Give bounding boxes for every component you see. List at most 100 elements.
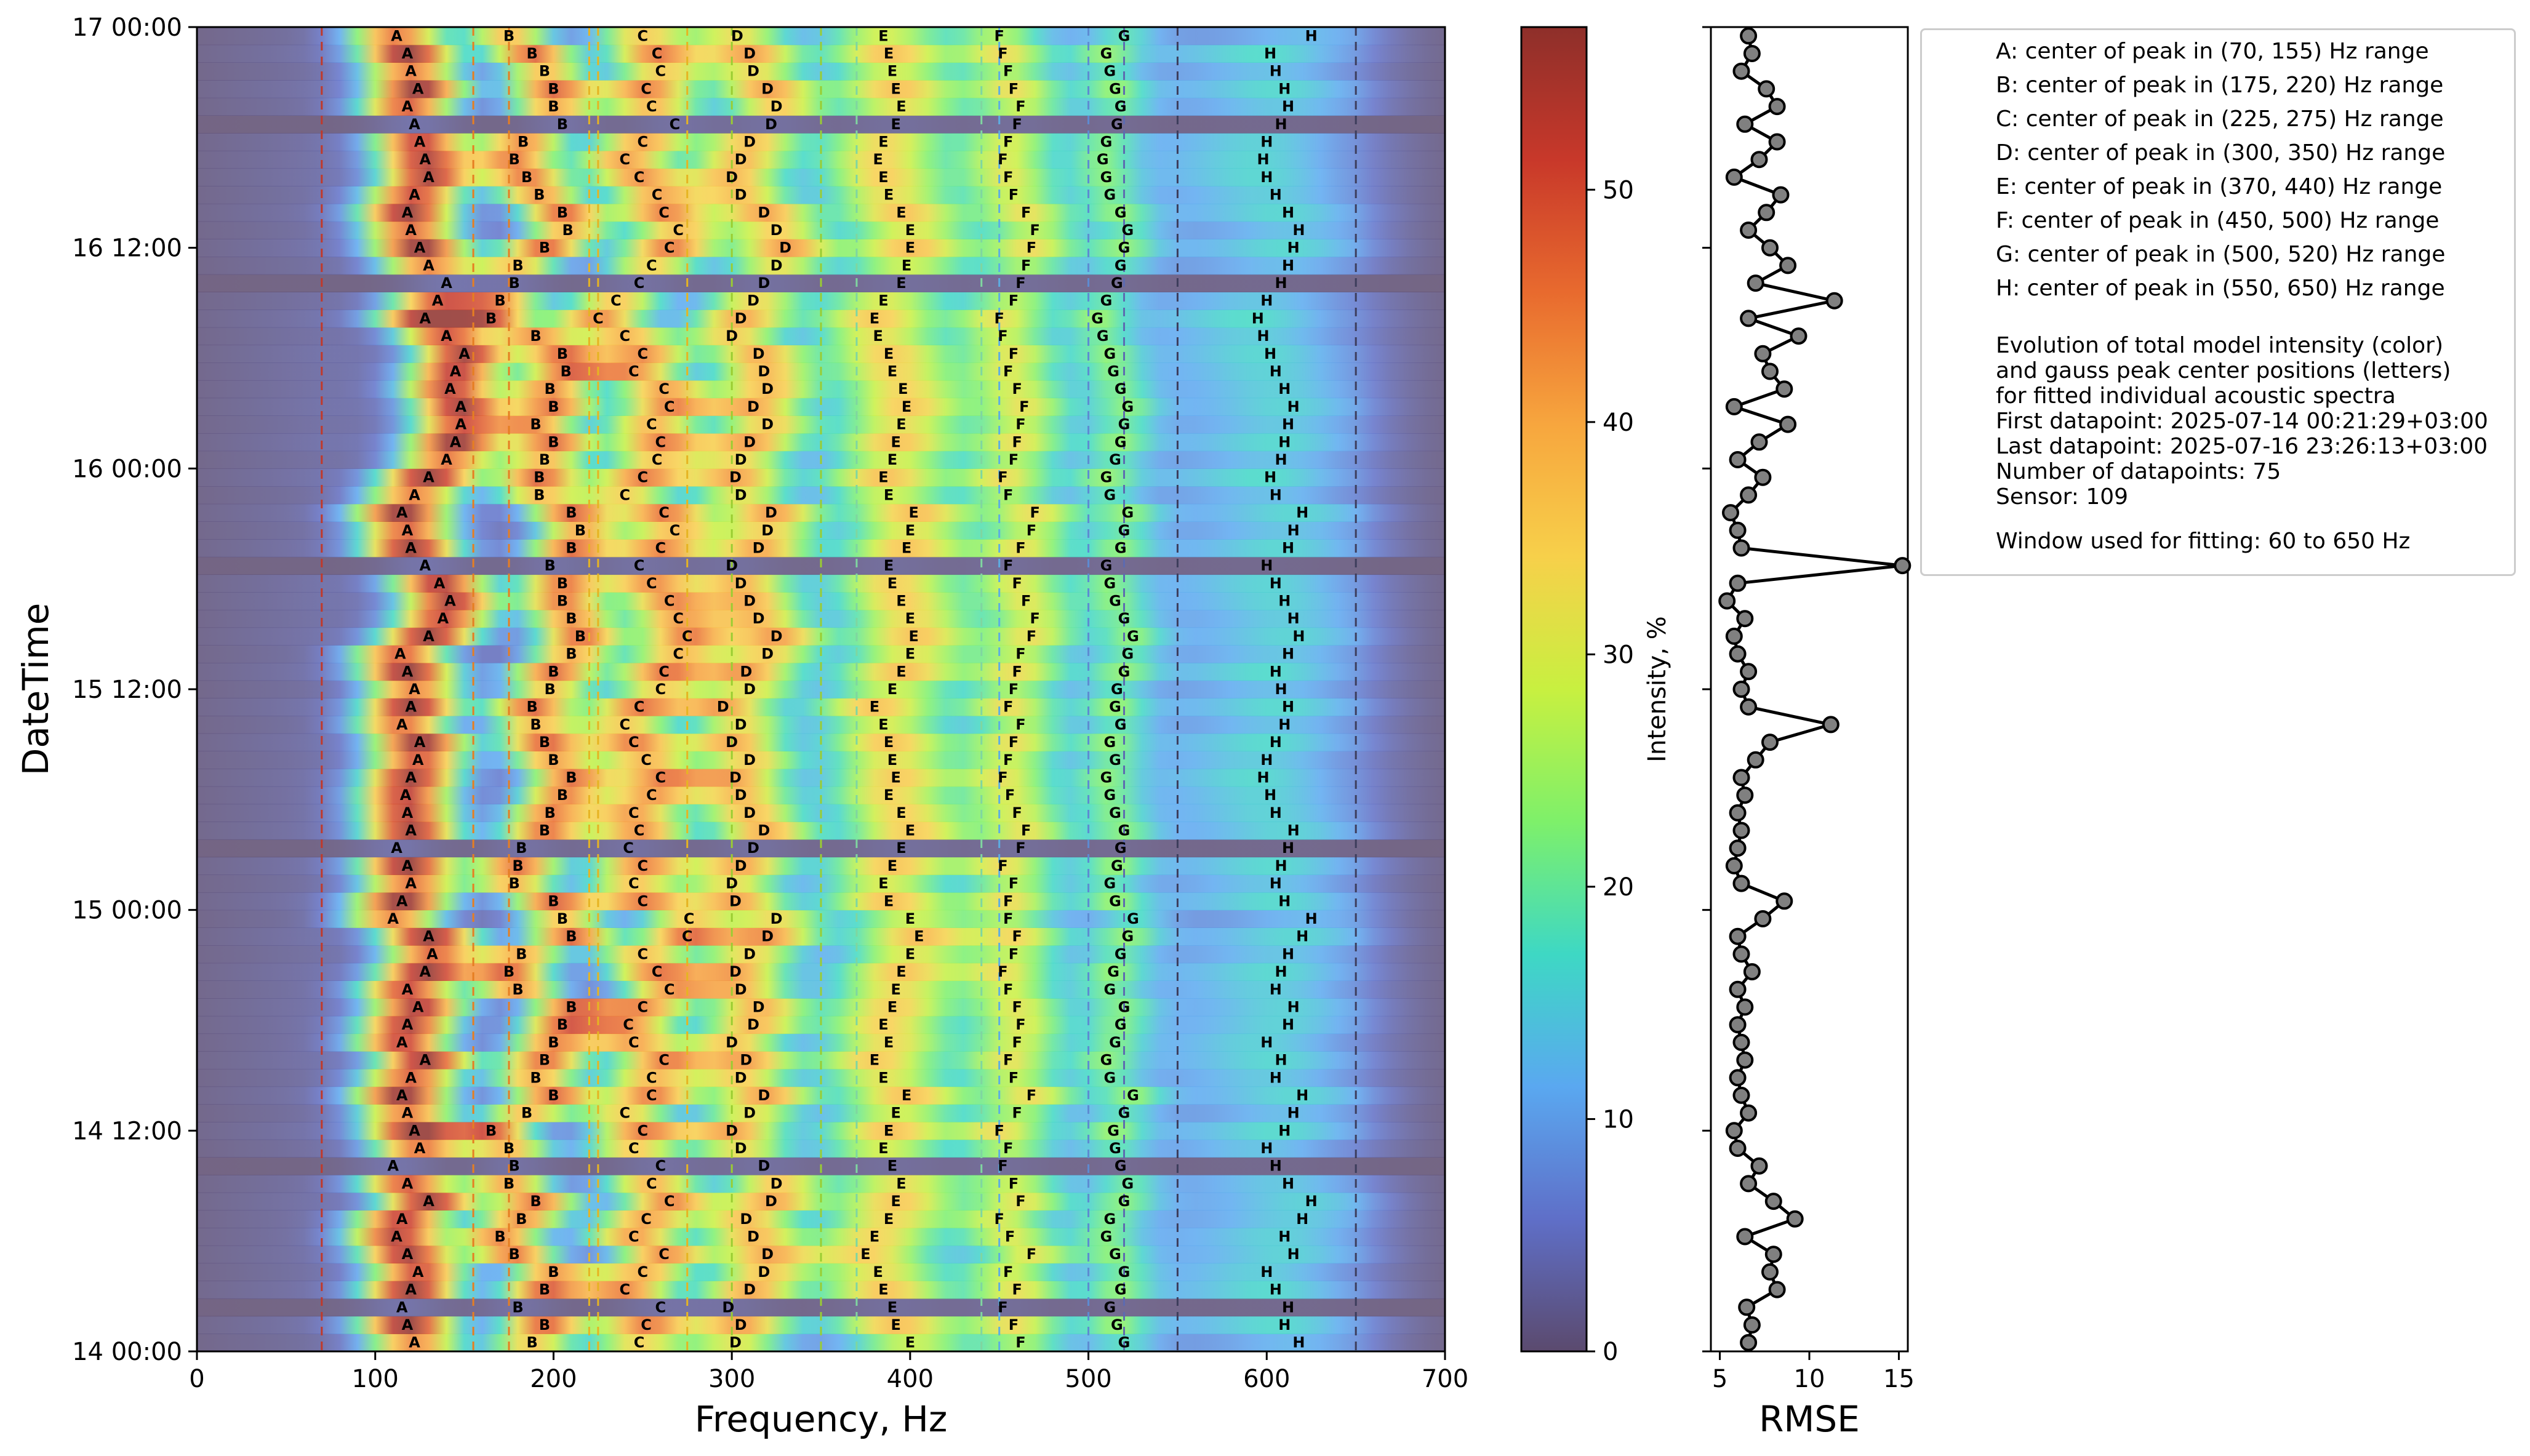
peak-letter-d: D [761,1246,774,1263]
peak-letter-f: F [998,769,1007,786]
peak-letter-e: E [891,1105,900,1122]
peak-letter-f: F [1012,433,1022,450]
peak-letter-f: F [1012,928,1022,945]
peak-letter-f: F [994,27,1004,44]
rmse-point [1775,380,1793,398]
peak-letter-f: F [1003,169,1013,186]
peak-letter-a: A [420,151,431,168]
peak-letter-f: F [1003,363,1013,380]
legend-peak-g: G: center of peak in (500, 520) Hz range [1996,242,2446,267]
peak-letter-h: H [1264,469,1276,486]
peak-letter-h: H [1282,98,1294,115]
rmse-point [1725,1122,1743,1140]
peak-letter-f: F [1021,257,1031,274]
peak-letter-d: D [743,134,756,151]
peak-letter-b: B [557,1016,568,1033]
peak-letter-a: A [405,698,417,716]
peak-letter-c: C [610,292,622,310]
peak-letter-f: F [1027,522,1036,539]
peak-letter-f: F [1015,416,1025,433]
legend-datapoint-count: Number of datapoints: 75 [1996,459,2281,484]
peak-letter-e: E [905,822,915,839]
peak-letter-d: D [761,646,774,663]
peak-letter-g: G [1118,522,1131,539]
peak-letter-c: C [634,169,645,186]
peak-letter-g: G [1103,1069,1116,1086]
peak-letter-a: A [391,839,402,857]
peak-letter-b: B [530,1069,541,1086]
peak-letter-b: B [539,63,550,80]
peak-letter-d: D [735,1316,747,1334]
peak-letter-d: D [740,663,752,680]
peak-letter-h: H [1287,522,1300,539]
peak-letter-b: B [539,1281,550,1298]
peak-letter-a: A [414,239,426,257]
peak-letter-e: E [908,628,918,645]
peak-letter-f: F [1021,204,1031,221]
peak-letter-f: F [1009,875,1019,892]
peak-letter-h: H [1287,239,1300,257]
peak-letter-c: C [637,345,648,362]
rmse-point [1768,98,1786,116]
peak-letter-d: D [743,1105,756,1122]
peak-letter-d: D [765,504,777,521]
rmse-point [1740,310,1758,327]
legend-fit-window: Window used for fitting: 60 to 650 Hz [1996,529,2411,554]
peak-letter-h: H [1292,1334,1305,1351]
peak-letter-e: E [891,116,900,133]
peak-letter-c: C [628,734,639,751]
peak-letter-g: G [1109,1246,1121,1263]
peak-letter-c: C [664,593,675,610]
peak-letter-h: H [1282,839,1294,857]
rmse-point [1768,1281,1786,1298]
peak-letter-f: F [1009,451,1019,468]
peak-letter-e: E [884,186,894,204]
rmse-x-axis-label: RMSE [1759,1398,1860,1440]
peak-letter-e: E [914,928,924,945]
peak-letter-b: B [530,716,541,733]
peak-letter-e: E [870,698,879,716]
peak-letter-h: H [1260,1034,1273,1051]
peak-letter-a: A [396,504,408,521]
rmse-point [1732,681,1750,698]
peak-letter-c: C [646,786,657,804]
peak-letter-b: B [512,1298,523,1316]
peak-letter-h: H [1270,1281,1282,1298]
peak-letter-a: A [400,786,412,804]
peak-letter-b: B [503,1140,514,1157]
rmse-point [1743,963,1761,981]
peak-letter-h: H [1270,363,1282,380]
peak-letter-a: A [420,310,431,327]
peak-letter-d: D [753,999,765,1016]
rmse-point [1768,133,1786,151]
colorbar-tick-label: 20 [1603,873,1634,902]
peak-letter-e: E [891,433,900,450]
legend-peak-e: E: center of peak in (370, 440) Hz range [1996,174,2443,199]
peak-letter-d: D [771,257,783,274]
peak-letter-f: F [998,1158,1007,1175]
peak-letter-c: C [637,999,648,1016]
colorbar-tick-label: 0 [1603,1338,1618,1366]
peak-letter-g: G [1118,1334,1131,1351]
peak-letter-f: F [1015,716,1025,733]
peak-letter-e: E [884,345,894,362]
peak-letter-c: C [637,892,648,910]
peak-letter-b: B [516,1210,527,1228]
rmse-point [1729,574,1747,592]
peak-letter-h: H [1264,45,1276,62]
rmse-point [1740,1334,1758,1351]
peak-letter-b: B [548,398,559,415]
peak-letter-e: E [896,1175,906,1192]
peak-letter-b: B [561,363,572,380]
peak-letter-d: D [761,416,774,433]
peak-letter-g: G [1118,416,1131,433]
peak-letter-f: F [1030,504,1039,521]
peak-letter-b: B [544,804,555,822]
peak-letter-c: C [619,1281,630,1298]
peak-letter-h: H [1260,751,1273,769]
peak-letter-b: B [539,822,550,839]
peak-letter-h: H [1282,646,1294,663]
rmse-point [1736,1051,1754,1069]
rmse-point [1732,1086,1750,1104]
rmse-point [1729,1140,1747,1157]
